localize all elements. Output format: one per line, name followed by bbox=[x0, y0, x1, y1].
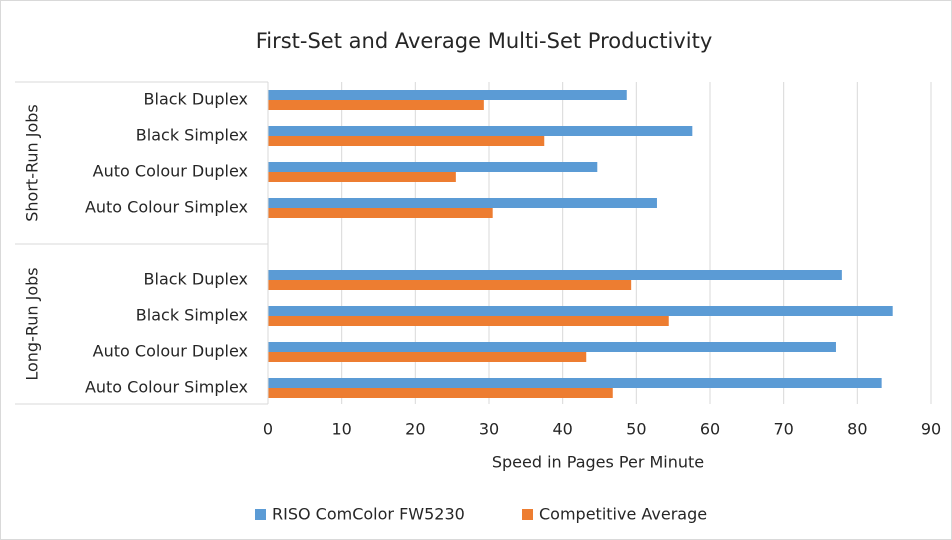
x-tick-label: 90 bbox=[921, 420, 941, 439]
y-tick-label: Auto Colour Duplex bbox=[93, 162, 248, 181]
bar bbox=[268, 388, 613, 398]
bar bbox=[268, 126, 693, 136]
x-tick-label: 10 bbox=[331, 420, 351, 439]
x-tick-label: 80 bbox=[847, 420, 867, 439]
chart-title: First-Set and Average Multi-Set Producti… bbox=[256, 29, 713, 53]
bar bbox=[268, 100, 484, 110]
x-tick-label: 20 bbox=[405, 420, 425, 439]
legend-label: Competitive Average bbox=[539, 505, 707, 524]
x-tick-label: 0 bbox=[263, 420, 273, 439]
bar bbox=[268, 162, 598, 172]
y-tick-label: Black Simplex bbox=[136, 306, 248, 325]
bar bbox=[268, 306, 893, 316]
legend-label: RISO ComColor FW5230 bbox=[272, 505, 465, 524]
legend-swatch bbox=[522, 509, 533, 520]
group-label: Long-Run Jobs bbox=[23, 267, 42, 380]
legend-swatch bbox=[255, 509, 266, 520]
bar bbox=[268, 172, 456, 182]
bar bbox=[268, 90, 627, 100]
group-label: Short-Run Jobs bbox=[23, 104, 42, 221]
bar bbox=[268, 136, 545, 146]
bar bbox=[268, 280, 632, 290]
y-tick-label: Black Duplex bbox=[144, 270, 248, 289]
bar bbox=[268, 352, 587, 362]
y-tick-label: Auto Colour Duplex bbox=[93, 342, 248, 361]
x-tick-label: 50 bbox=[626, 420, 646, 439]
bar bbox=[268, 378, 882, 388]
y-tick-label: Black Duplex bbox=[144, 90, 248, 109]
x-tick-label: 60 bbox=[700, 420, 720, 439]
x-tick-label: 70 bbox=[773, 420, 793, 439]
x-tick-label: 30 bbox=[479, 420, 499, 439]
bar bbox=[268, 198, 657, 208]
y-tick-label: Auto Colour Simplex bbox=[85, 378, 248, 397]
y-tick-label: Auto Colour Simplex bbox=[85, 198, 248, 217]
x-tick-label: 40 bbox=[552, 420, 572, 439]
bar bbox=[268, 208, 493, 218]
y-tick-label: Black Simplex bbox=[136, 126, 248, 145]
bar bbox=[268, 342, 836, 352]
x-axis-title: Speed in Pages Per Minute bbox=[492, 453, 704, 472]
bar bbox=[268, 270, 842, 280]
bar bbox=[268, 316, 669, 326]
